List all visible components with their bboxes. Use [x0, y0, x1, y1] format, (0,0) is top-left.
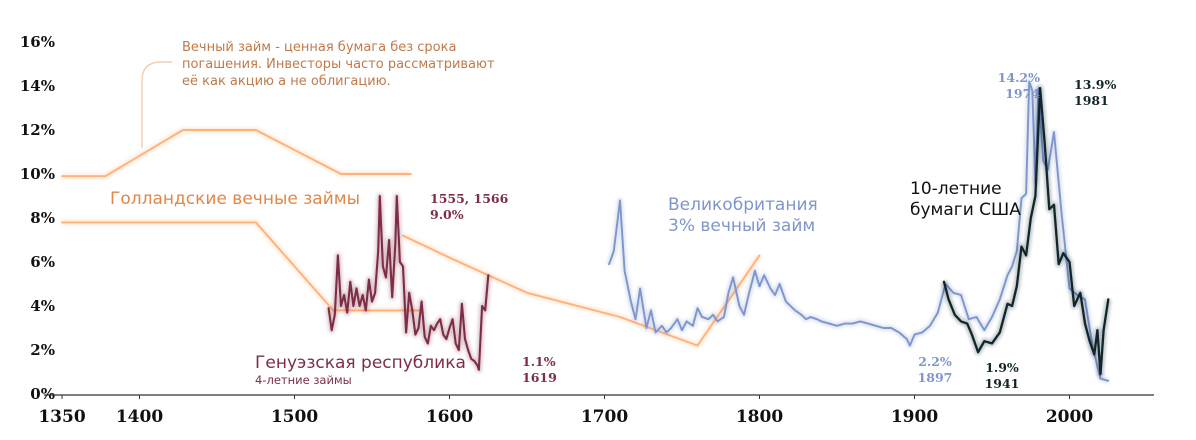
y-tick-label: 8% — [30, 209, 55, 227]
genoa-peak-annotation: 9.0% — [430, 207, 464, 222]
perpetual-callout-connector — [141, 61, 172, 148]
genoa-line-path — [327, 194, 490, 371]
us-low-annotation: 1941 — [985, 376, 1020, 391]
uk-line — [606, 78, 1110, 384]
uk-peak-annotation: 14.2% — [998, 70, 1040, 85]
series-layer — [61, 78, 1112, 384]
y-tick-label: 14% — [20, 77, 55, 95]
uk-low-annotation: 2.2% — [918, 354, 952, 369]
y-tick-label: 2% — [30, 341, 55, 359]
dutch-line-2-path — [61, 221, 420, 312]
y-axis: 0% 2% 4% 6% 8% 10% 12% 14% 16% — [20, 33, 55, 403]
x-tick-label: 1350 — [38, 407, 85, 427]
dutch-line-1-halo — [62, 127, 411, 179]
dutch-line-1-path — [61, 129, 412, 178]
us-low-annotation: 1.9% — [985, 360, 1019, 375]
perpetual-note-line: погашения. Инвесторы часто рассматривают — [182, 57, 495, 72]
genoa-line — [325, 193, 492, 373]
dutch-line-3 — [401, 233, 762, 349]
us-line-path — [942, 87, 1110, 376]
us-peak-annotation: 13.9% — [1074, 77, 1116, 92]
y-tick-label: 0% — [30, 385, 55, 403]
dutch-line-1 — [61, 127, 412, 179]
perpetual-note-line: Вечный займ - ценная бумага без срока — [182, 40, 456, 55]
x-tick-label: 1700 — [581, 407, 628, 427]
label-layer: Голландские вечные займы Генуэзская респу… — [110, 40, 1116, 391]
x-axis: 1350 1400 1500 1600 1700 1800 1900 2000 — [38, 394, 1154, 427]
genoa-series-label: Генуэзская республика — [255, 353, 466, 373]
genoa-series-sublabel: 4-летние займы — [255, 373, 352, 387]
y-tick-label: 6% — [30, 253, 55, 271]
dutch-line-2 — [61, 219, 420, 314]
x-tick-label: 1800 — [736, 407, 783, 427]
uk-peak-annotation: 1974 — [1005, 86, 1040, 101]
callout-line — [141, 61, 172, 148]
x-tick-label: 2000 — [1046, 407, 1093, 427]
genoa-line-halo — [325, 193, 492, 373]
y-tick-label: 16% — [20, 33, 55, 51]
uk-series-label-line: 3% вечный займ — [668, 216, 815, 236]
dutch-series-label: Голландские вечные займы — [110, 189, 360, 209]
us-series-label-line: бумаги США — [910, 200, 1021, 220]
x-tick-label: 1600 — [426, 407, 473, 427]
us-line — [941, 85, 1112, 378]
genoa-low-annotation: 1.1% — [522, 354, 556, 369]
us-series-label-line: 10-летние — [910, 179, 1002, 199]
perpetual-note-line: её как акцию а не облигацию. — [182, 74, 391, 89]
uk-low-annotation: 1897 — [918, 370, 953, 385]
genoa-peak-annotation: 1555, 1566 — [430, 191, 509, 206]
x-tick-label: 1900 — [891, 407, 938, 427]
y-tick-label: 12% — [20, 121, 55, 139]
y-tick-label: 10% — [20, 165, 55, 183]
x-tick-label: 1500 — [271, 407, 318, 427]
genoa-low-annotation: 1619 — [522, 370, 557, 385]
uk-line-path — [608, 80, 1110, 382]
uk-series-label-line: Великобритания — [668, 195, 818, 215]
dutch-line-3-path — [402, 234, 761, 347]
us-peak-annotation: 1981 — [1074, 93, 1109, 108]
y-tick-label: 4% — [30, 297, 55, 315]
x-tick-label: 1400 — [116, 407, 163, 427]
